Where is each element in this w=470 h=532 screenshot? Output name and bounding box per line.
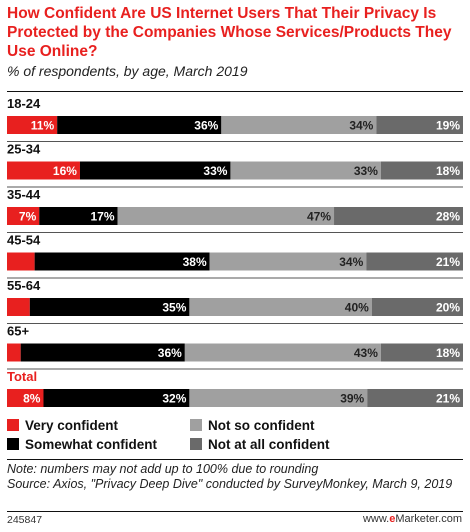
bar-segment-total-s2 [189, 389, 368, 407]
data-label-35-44-s2: 47% [307, 210, 331, 224]
bar-segment-25-34-s0 [7, 161, 80, 180]
data-label-45-54-s3: 21% [436, 255, 460, 269]
data-label-65--s1: 36% [158, 346, 182, 360]
legend-item-somewhat-confident: Somewhat confident [7, 436, 157, 454]
bar-segment-18-24-s1 [57, 116, 222, 134]
bar-segment-55-64-s2 [189, 298, 372, 316]
emarketer-brand: www.eMarketer.com [363, 513, 462, 525]
data-label-18-24-s2: 34% [349, 119, 373, 133]
legend-item-not-at-all-confident: Not at all confident [190, 436, 330, 454]
bar-segment-65--s3 [380, 343, 463, 362]
bar-segment-total-s1 [43, 389, 190, 407]
top-divider [7, 91, 463, 92]
bar-segment-total-s3 [367, 389, 463, 407]
bar-segment-18-24-s2 [221, 116, 377, 134]
data-label-total-s1: 32% [162, 392, 186, 406]
brand-name: Marketer [395, 513, 439, 525]
footer-divider [7, 511, 463, 512]
notes-divider [7, 459, 463, 460]
bar-segment-55-64-s1 [29, 298, 190, 316]
brand-e: e [389, 513, 396, 525]
bar-segment-25-34-s2 [230, 161, 381, 180]
data-label-45-54-s2: 34% [339, 255, 363, 269]
data-label-25-34-s2: 33% [354, 164, 378, 178]
data-label-25-34-s3: 18% [436, 164, 460, 178]
data-label-total-s2: 39% [340, 392, 364, 406]
data-label-25-34-s0: 16% [53, 164, 77, 178]
bar-segment-45-54-s1 [34, 252, 210, 271]
source-text: Source: Axios, "Privacy Deep Dive" condu… [7, 477, 453, 491]
bar-segment-18-24-s0 [7, 116, 58, 134]
bar-segment-35-44-s3 [334, 207, 463, 225]
bar-segment-25-34-s3 [380, 161, 463, 180]
note-text: Note: numbers may not add up to 100% due… [7, 462, 319, 476]
brand-suffix: .com [438, 513, 462, 525]
legend-swatch-not-at-all-confident [190, 438, 202, 450]
data-label-35-44-s3: 28% [436, 210, 460, 224]
bar-segment-55-64-s3 [371, 298, 463, 316]
chart-notes: Note: numbers may not add up to 100% due… [7, 462, 463, 492]
legend-label-very-confident: Very confident [25, 418, 119, 433]
data-label-25-34-s1: 33% [203, 164, 227, 178]
stacked-bar-chart: 18-24 11% 36% 34% 19% 25-34 16% 33% 33% 18% 35-44 7… [7, 96, 463, 407]
category-label-65-: 65+ [7, 324, 29, 339]
chart-id: 245847 [7, 514, 43, 526]
data-label-total-s3: 21% [436, 392, 460, 406]
data-label-18-24-s3: 19% [436, 119, 460, 133]
data-label-55-64-s3: 20% [436, 301, 460, 315]
bar-segment-65--s2 [184, 343, 381, 362]
bar-segment-18-24-s3 [376, 116, 463, 134]
chart-subtitle: % of respondents, by age, March 2019 [7, 63, 248, 79]
legend-item-very-confident: Very confident [7, 417, 118, 435]
bar-segment-total-s0 [7, 389, 44, 407]
chart-legend: Very confident Not so confident Somewhat… [7, 414, 463, 458]
legend-swatch-somewhat-confident [7, 438, 19, 450]
bar-segment-25-34-s1 [79, 161, 231, 180]
legend-swatch-not-so-confident [190, 419, 202, 431]
bar-segment-35-44-s1 [39, 207, 118, 225]
bar-segment-65--s0 [7, 343, 21, 362]
data-label-55-64-s1: 35% [162, 301, 186, 315]
category-label-25-34: 25-34 [7, 142, 41, 157]
chart-title: How Confident Are US Internet Users That… [7, 5, 452, 60]
data-label-45-54-s1: 38% [183, 255, 207, 269]
legend-label-not-at-all-confident: Not at all confident [208, 437, 330, 452]
category-label-total: Total [7, 369, 37, 384]
data-label-65--s3: 18% [436, 346, 460, 360]
legend-label-somewhat-confident: Somewhat confident [25, 437, 158, 452]
data-label-35-44-s0: 7% [19, 210, 37, 224]
bar-segment-65--s1 [20, 343, 185, 362]
data-label-18-24-s1: 36% [194, 119, 218, 133]
bar-segment-45-54-s3 [366, 252, 463, 271]
category-label-45-54: 45-54 [7, 233, 41, 248]
data-label-55-64-s2: 40% [345, 301, 369, 315]
bar-segment-35-44-s0 [7, 207, 40, 225]
legend-item-not-so-confident: Not so confident [190, 417, 315, 435]
data-label-35-44-s1: 17% [91, 210, 115, 224]
bar-segment-45-54-s0 [7, 252, 35, 271]
data-label-18-24-s0: 11% [31, 119, 55, 133]
bar-segment-55-64-s0 [7, 298, 30, 316]
bar-segment-35-44-s2 [117, 207, 335, 225]
category-label-35-44: 35-44 [7, 187, 41, 202]
brand-prefix: www. [362, 513, 390, 525]
data-label-65--s2: 43% [354, 346, 378, 360]
category-label-18-24: 18-24 [7, 96, 41, 111]
category-label-55-64: 55-64 [7, 278, 41, 293]
legend-swatch-very-confident [7, 419, 19, 431]
data-label-total-s0: 8% [23, 392, 41, 406]
bar-segment-45-54-s2 [209, 252, 367, 271]
legend-label-not-so-confident: Not so confident [208, 418, 315, 433]
